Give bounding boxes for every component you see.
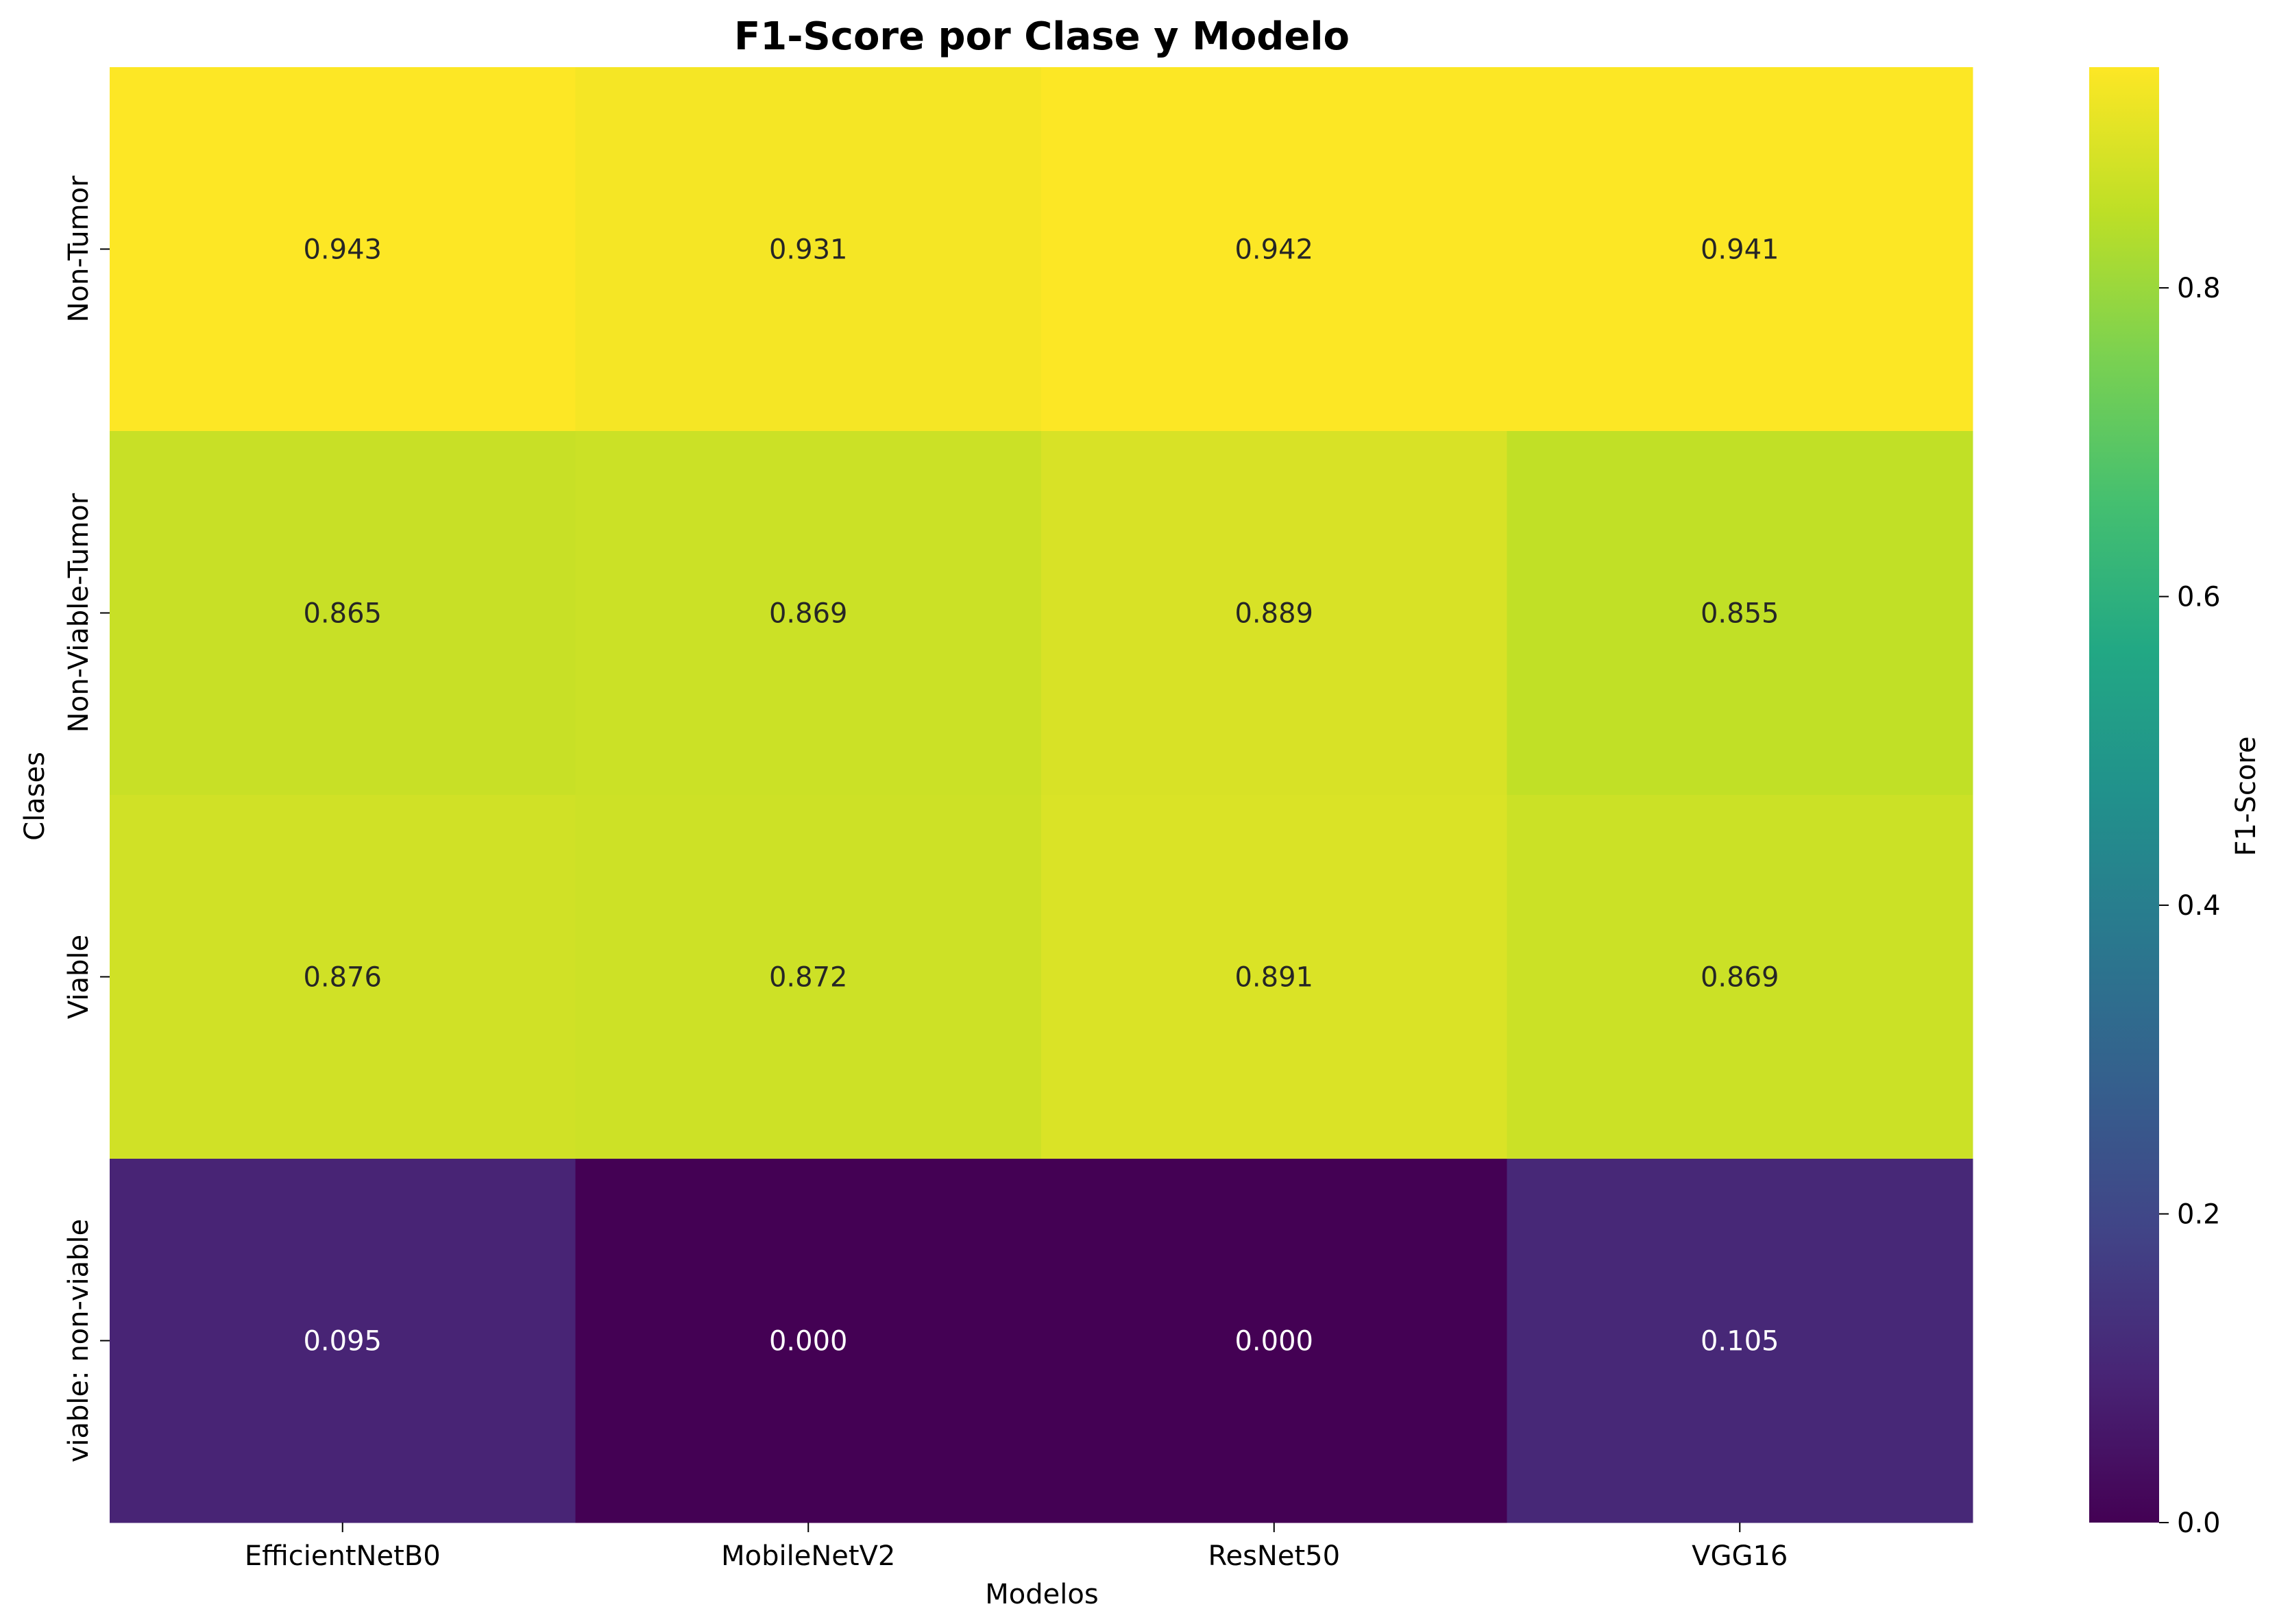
y-tick-label: Non-Tumor [63, 175, 95, 323]
x-tick-label: ResNet50 [1208, 1540, 1340, 1572]
cell-value-label: 0.942 [1234, 234, 1313, 266]
heatmap-cell [575, 795, 1042, 1159]
cell-value-label: 0.869 [769, 598, 848, 630]
cell-value-label: 0.889 [1234, 598, 1313, 630]
colorbar-label: F1-Score [2230, 737, 2262, 857]
colorbar-tick-label: 0.8 [2177, 273, 2221, 304]
cell-value-label: 0.105 [1701, 1326, 1779, 1357]
heatmap-cell [110, 67, 576, 432]
cell-value-label: 0.869 [1701, 962, 1779, 994]
cell-value-label: 0.000 [1234, 1326, 1313, 1357]
x-tick-label: EfficientNetB0 [245, 1540, 441, 1572]
x-axis-label: Modelos [985, 1579, 1098, 1610]
heatmap-cell [110, 795, 576, 1159]
cell-value-label: 0.931 [769, 234, 848, 266]
cell-value-label: 0.941 [1701, 234, 1779, 266]
colorbar-tick-label: 0.0 [2177, 1508, 2221, 1539]
heatmap-cell [110, 431, 576, 796]
heatmap-cell [1507, 67, 1973, 432]
heatmap-cell [575, 67, 1042, 432]
chart-title: F1-Score por Clase y Modelo [734, 14, 1350, 59]
cell-value-label: 0.865 [303, 598, 382, 630]
cell-value-label: 0.095 [303, 1326, 382, 1357]
cell-value-label: 0.876 [303, 962, 382, 994]
x-tick-label: VGG16 [1692, 1540, 1788, 1572]
cell-value-label: 0.855 [1701, 598, 1779, 630]
heatmap-cell [1041, 431, 1507, 796]
heatmap-cell [1507, 431, 1973, 796]
y-tick-label: Viable [63, 935, 95, 1019]
heatmap-cell [1041, 1159, 1507, 1523]
colorbar-tick-label: 0.2 [2177, 1199, 2221, 1231]
colorbar-ticks: 0.0 0.2 0.4 0.6 0.8 [2159, 273, 2221, 1539]
heatmap-cell [1041, 795, 1507, 1159]
heatmap-cell-labels: 0.943 0.931 0.942 0.941 0.865 0.869 0.889 0.855… [303, 234, 1779, 1357]
y-axis-label: Clases [19, 752, 51, 841]
x-axis: EfficientNetB0 MobileNetV2 ResNet50 VGG16 [245, 1523, 1788, 1572]
cell-value-label: 0.872 [769, 962, 848, 994]
cell-value-label: 0.891 [1234, 962, 1313, 994]
heatmap-cell [1507, 795, 1973, 1159]
colorbar-tick-label: 0.4 [2177, 890, 2221, 922]
cell-value-label: 0.943 [303, 234, 382, 266]
y-tick-label: viable: non-viable [63, 1219, 95, 1463]
heatmap-cell [575, 431, 1042, 796]
y-axis: Non-Tumor Non-Viable-Tumor Viable viable: n… [63, 175, 110, 1462]
heatmap-cell [575, 1159, 1042, 1523]
heatmap-cell [110, 1159, 576, 1523]
heatmap-cell [1041, 67, 1507, 432]
heatmap-cells [110, 67, 1973, 1523]
heatmap-cell [1507, 1159, 1973, 1523]
colorbar: 0.0 0.2 0.4 0.6 0.8 F1-Score [2089, 67, 2262, 1539]
cell-value-label: 0.000 [769, 1326, 848, 1357]
colorbar-gradient [2089, 67, 2159, 1523]
x-tick-label: MobileNetV2 [721, 1540, 895, 1572]
y-tick-label: Non-Viable-Tumor [63, 493, 95, 733]
colorbar-tick-label: 0.6 [2177, 582, 2221, 613]
